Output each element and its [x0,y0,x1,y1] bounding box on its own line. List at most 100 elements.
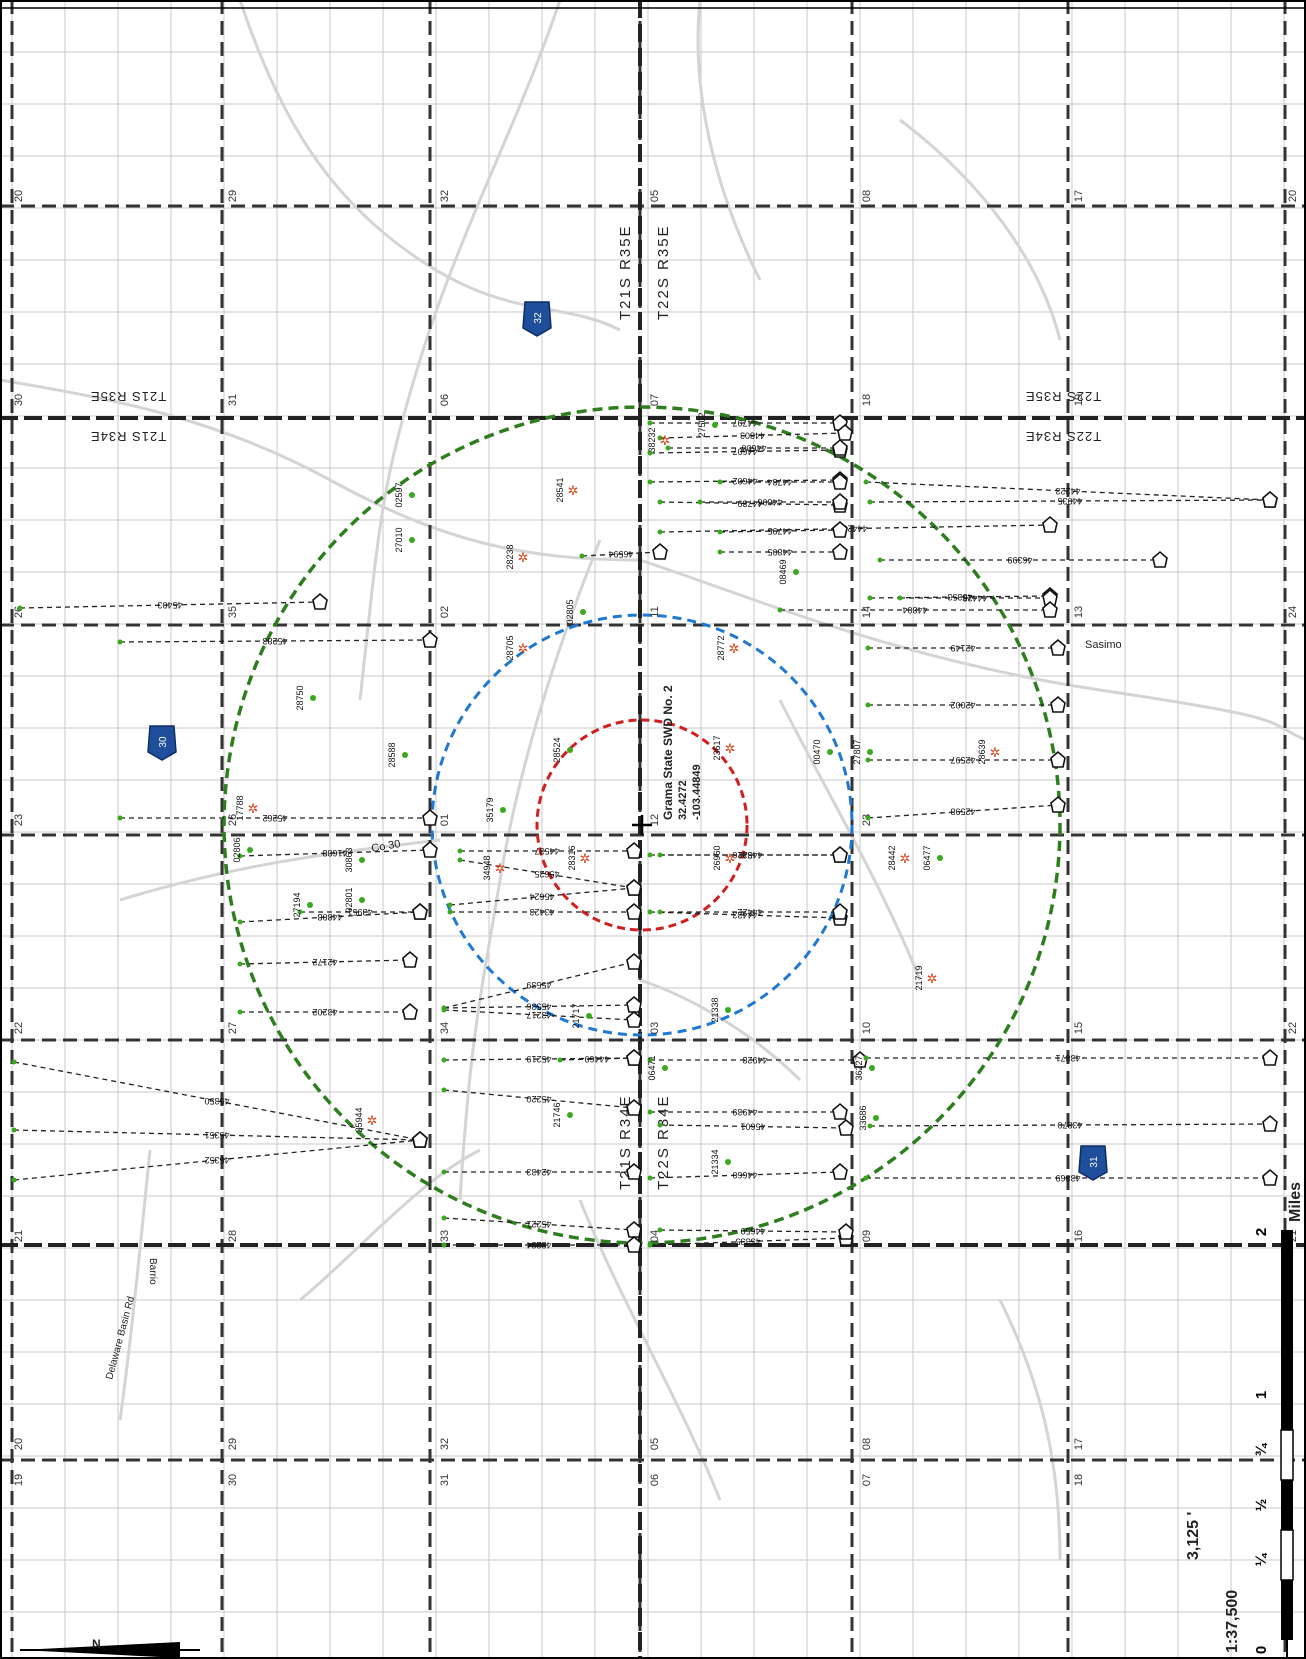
shield-icon [147,725,177,761]
well-dot [359,897,365,903]
svg-text:Barrio: Barrio [147,1258,158,1285]
well-dot [865,645,871,651]
well-api-label: 44803 [740,431,765,441]
section-number: 32 [439,1438,451,1450]
leader-line [559,1057,635,1061]
well-api-label: 42149 [950,643,975,653]
well-api-label: 45220 [526,1094,551,1104]
injection-well-star-icon: ✲ [927,971,938,986]
road-label-co30: Co 30 [370,838,401,855]
well-pad-icon [422,840,438,858]
svg-text:T21S R35E: T21S R35E [617,224,634,320]
leader-line [443,1004,635,1009]
well-dot [725,1159,731,1165]
scale-tick-label: ½ [1253,1499,1270,1512]
well-dot [457,857,463,863]
leader-line [459,859,635,889]
leader-line [659,1124,847,1129]
township-label-left-lower: T21S R34E [90,429,166,444]
well-api-label: 41688 [322,848,347,858]
point-id-label: 28442 [887,845,897,870]
well-api-label: 46594 [608,549,633,559]
route-32-shield: 32 [522,301,552,337]
well-api-label: 43951 [347,907,372,917]
well-api-label: 45601 [740,1122,765,1132]
svg-text:32: 32 [533,312,544,324]
leader-line [581,551,661,557]
svg-text:T21S R34E: T21S R34E [617,1094,634,1190]
section-number: 11 [649,606,661,617]
section-number: 19 [13,1474,25,1486]
north-arrow: N [20,1637,200,1658]
point-id-label: 27502 [697,412,707,437]
well-pad-icon [832,1162,848,1180]
well-api-label: 43870 [1057,1120,1082,1130]
well-api-label: 43202 [312,1007,337,1017]
section-number: 10 [861,1022,873,1034]
well-api-label: 42002 [950,700,975,710]
section-number: 14 [861,606,873,618]
section-number: 34 [439,1022,451,1034]
svg-text:T21S R35E: T21S R35E [90,389,166,404]
section-number: 29 [227,190,239,202]
point-id-label: 25944 [354,1107,364,1132]
well-dot [567,747,573,753]
section-number: 17 [1073,190,1085,202]
well-pad-icon [626,902,642,920]
well-dot [867,595,873,601]
point-id-label: 28750 [295,685,305,710]
well-api-label: 45335 [735,1237,760,1247]
well-pad-icon [832,845,848,863]
point-id-label: 28639 [977,739,987,764]
point-id-label: 26960 [712,845,722,870]
section-number: 31 [227,394,239,406]
well-location-crosshair [632,815,652,835]
well-pad-icon [1152,550,1168,568]
well-dot [657,1122,663,1128]
well-dot [237,1009,243,1015]
well-api-label: 42598 [950,807,975,817]
outer-review-circle [222,405,1062,1245]
well-dot [717,529,723,535]
section-number: 12 [649,814,661,826]
well-dot [11,1127,17,1133]
section-number: 30 [227,1474,239,1486]
well-dot [867,749,873,755]
well-dot [863,1175,869,1181]
well-dot [865,757,871,763]
svg-text:T22S R34E: T22S R34E [655,1094,672,1190]
well-dot [777,607,783,613]
section-number: 02 [439,606,451,618]
well-dot [117,639,123,645]
injection-well-star-icon: ✲ [248,801,259,816]
well-dot [310,695,316,701]
well-pad-icon [412,1130,428,1148]
well-pad-icon [1262,1048,1278,1066]
well-dot [717,549,723,555]
section-number: 29 [227,1438,239,1450]
scale-tick-label: 0 [1253,1646,1270,1654]
scale-segment-dark-2 [1281,1480,1293,1530]
section-number: 07 [649,394,661,406]
scale-ratio: 1:37,500 [1224,1590,1241,1653]
scale-tick-labels: 0 ¼ ½ ¾ 1 2 [1253,1228,1270,1654]
well-api-label: 44606 [757,497,782,507]
well-dot [867,1123,873,1129]
township-label-se: T22S R35E [655,224,672,320]
leader-line [239,959,411,965]
well-pad-icon [626,878,642,896]
road-label-barrio: Barrio [147,1258,158,1285]
well-dot [247,847,253,853]
well-api-label: 45219 [526,1054,551,1064]
well-dot [869,1065,875,1071]
scale-tick-label: 2 [1253,1228,1270,1236]
well-api-label: 44423 [732,910,757,920]
leader-line [443,1089,635,1109]
shield-icon [522,301,552,337]
point-id-label: 21717 [571,1003,581,1028]
svg-text:Miles: Miles [1287,1182,1304,1222]
well-dot [657,852,663,858]
svg-text:1:37,500: 1:37,500 [1224,1590,1241,1653]
